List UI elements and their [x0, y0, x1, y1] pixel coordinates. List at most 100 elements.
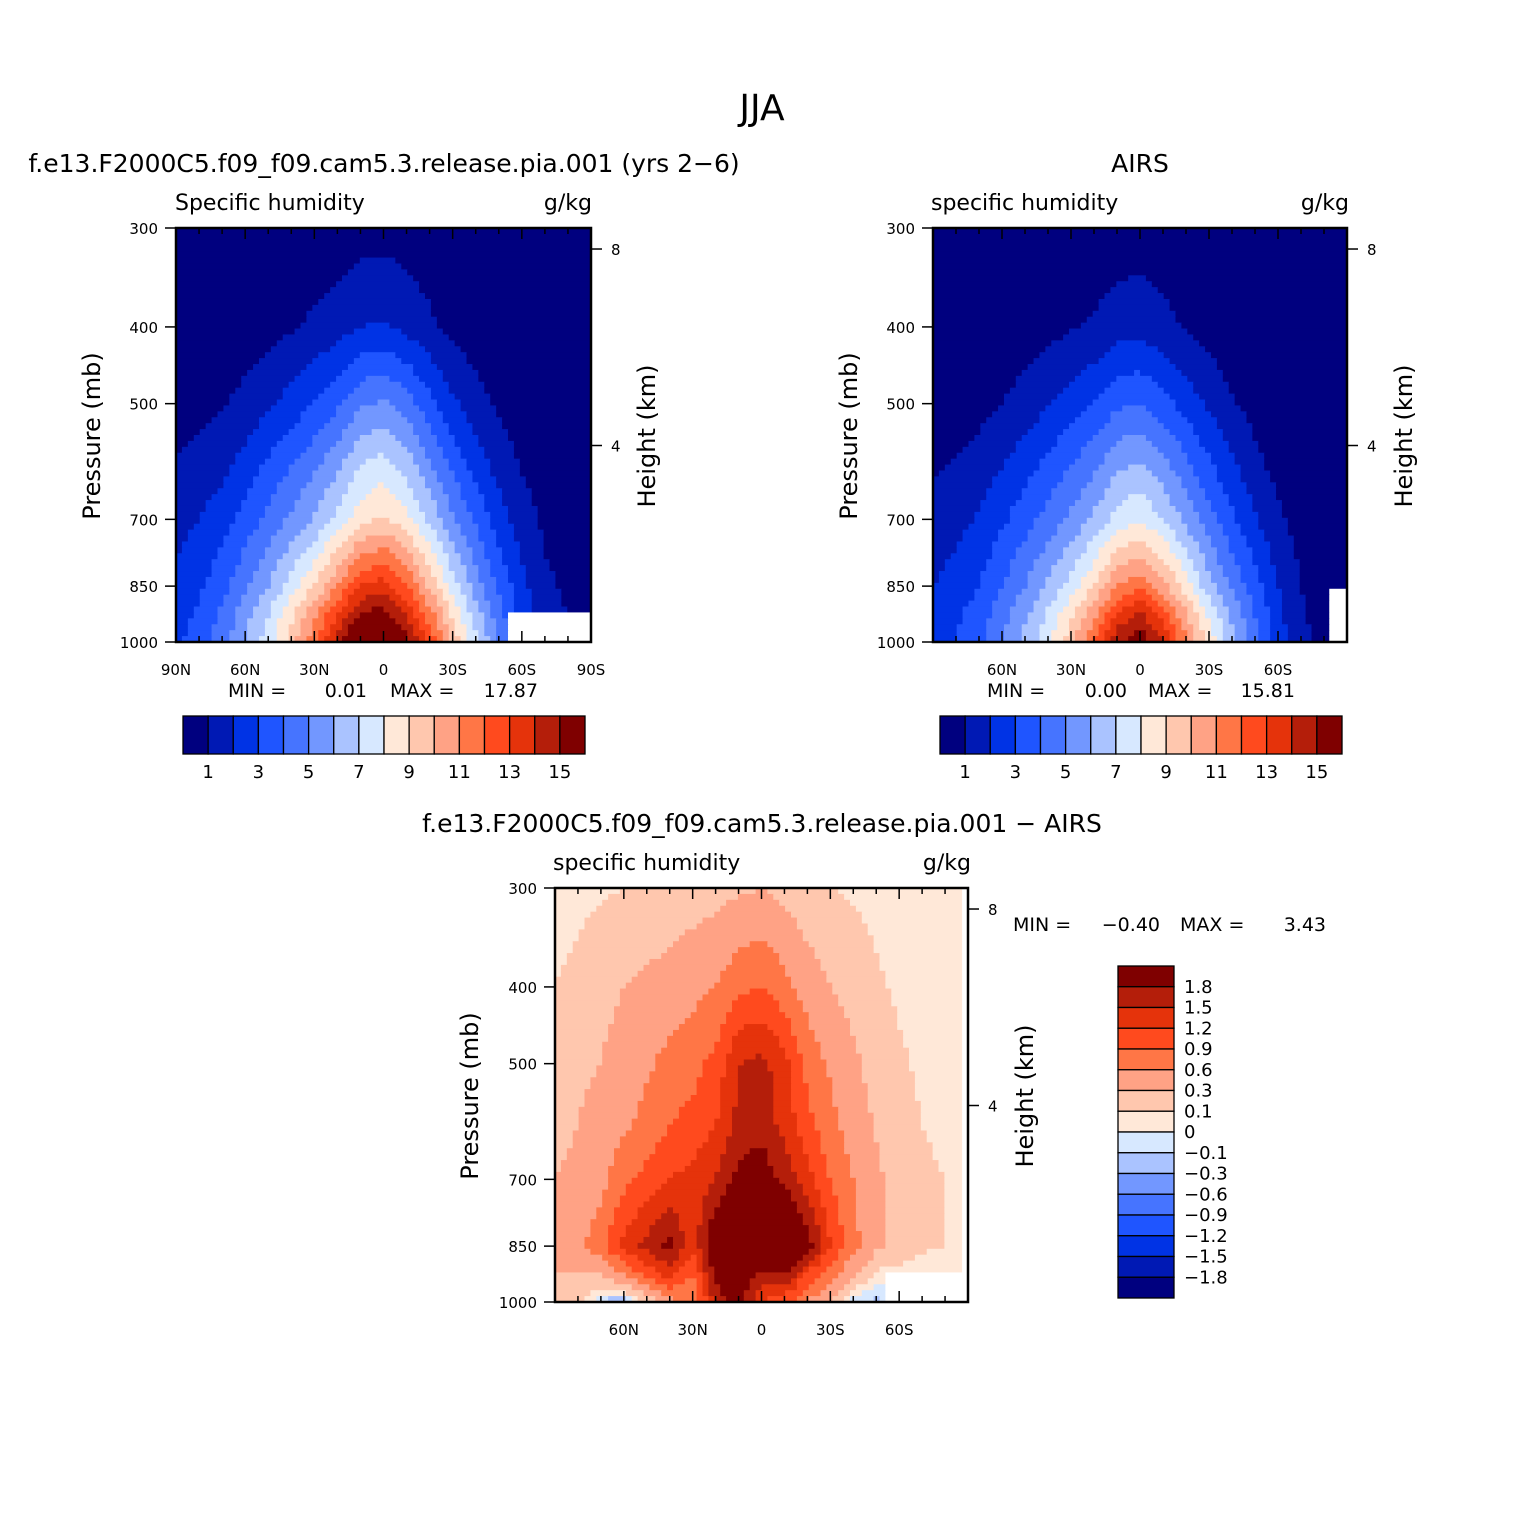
diff-contour-cell: [773, 1089, 792, 1096]
diff-contour-cell: [926, 1130, 963, 1137]
diff-contour-cell: [796, 1272, 804, 1279]
obs-contour-cell: [1116, 612, 1135, 619]
obs-contour-cell: [1329, 636, 1348, 643]
model-contour-cell: [235, 511, 266, 519]
diff-contour-cell: [696, 1154, 721, 1161]
model-contour-cell: [324, 618, 337, 625]
obs-contour-cell: [1181, 618, 1188, 625]
obs-colorbar-box: [1064, 715, 1092, 755]
obs-contour-cell: [1276, 488, 1348, 495]
diff-colorbar-box: [1117, 1172, 1175, 1195]
obs-contour-cell: [1145, 612, 1159, 619]
model-contour-cell: [419, 505, 438, 513]
obs-colorbar-box: [1265, 715, 1293, 755]
model-contour-cell: [300, 582, 313, 590]
diff-contour-cell: [555, 1272, 603, 1279]
diff-contour-cell: [796, 1284, 810, 1291]
obs-contour-cell: [992, 612, 1011, 619]
model-contour-cell: [419, 582, 426, 590]
diff-contour-cell: [773, 1100, 792, 1108]
obs-contour-cell: [1205, 565, 1224, 572]
model-contour-cell: [413, 393, 432, 401]
diff-contour-cell: [743, 1290, 757, 1297]
model-contour-cell: [490, 600, 503, 608]
diff-contour-cell: [903, 1041, 963, 1049]
model-contour-cell: [294, 535, 319, 543]
diff-contour-cell: [702, 1059, 727, 1067]
diff-contour-cell: [737, 1100, 774, 1108]
model-contour-cell: [448, 500, 468, 507]
model-contour-cell: [395, 464, 420, 472]
model-contour-cell: [448, 505, 468, 513]
model-contour-cell: [176, 263, 355, 270]
obs-contour-cell: [1193, 582, 1200, 590]
diff-contour-cell: [678, 1266, 698, 1274]
obs-contour-cell: [1299, 588, 1330, 596]
obs-contour-cell: [1080, 411, 1112, 418]
diff-contour-cell: [708, 1183, 727, 1191]
diff-contour-cell: [873, 941, 963, 948]
obs-contour-cell: [1145, 618, 1165, 625]
obs-contour-cell: [933, 375, 1017, 383]
obs-contour-cell: [1187, 571, 1200, 578]
diff-contour-cell: [708, 1219, 804, 1226]
model-contour-cell: [407, 547, 420, 554]
diff-contour-cell: [820, 1195, 839, 1203]
obs-contour-cell: [1063, 636, 1076, 643]
model-contour-cell: [442, 523, 462, 531]
model-contour-cell: [247, 369, 302, 377]
diff-contour-cell: [696, 1236, 709, 1244]
diff-contour-cell: [590, 1231, 609, 1238]
obs-contour-cell: [1051, 488, 1082, 495]
obs-contour-cell: [1222, 571, 1242, 578]
diff-contour-cell: [732, 953, 780, 960]
model-contour-cell: [347, 423, 414, 430]
model-contour-cell: [419, 435, 438, 442]
diff-contour-cell: [885, 976, 963, 984]
obs-contour-cell: [1045, 618, 1058, 625]
diff-contour-cell: [590, 1219, 615, 1226]
diff-contour-cell: [861, 1071, 916, 1078]
obs-contour-cell: [1098, 571, 1112, 578]
diff-contour-cell: [962, 1130, 969, 1137]
model-contour-cell: [270, 582, 284, 590]
obs-contour-cell: [1074, 458, 1106, 466]
model-contour-cell: [176, 257, 361, 265]
obs-contour-cell: [1228, 535, 1248, 543]
model-contour-cell: [555, 582, 592, 590]
obs-contour-cell: [1080, 369, 1135, 377]
obs-contour-cell: [1276, 482, 1348, 489]
model-contour-cell: [549, 565, 592, 572]
obs-contour-cell: [1205, 553, 1218, 560]
diff-contour-cell: [720, 1089, 739, 1096]
diff-contour-cell: [667, 1035, 721, 1043]
obs-contour-cell: [1098, 429, 1171, 436]
diff-contour-cell: [944, 1242, 963, 1250]
obs-contour-cell: [938, 470, 999, 477]
model-contour-cell: [176, 571, 213, 578]
diff-contour-cell: [962, 1041, 969, 1049]
diff-contour-cell: [702, 1272, 709, 1279]
model-contour-cell: [342, 494, 367, 501]
model-contour-cell: [211, 565, 236, 572]
diff-contour-cell: [767, 1148, 786, 1155]
model-contour-cell: [336, 630, 349, 637]
diff-contour-cell: [631, 1266, 656, 1274]
obs-contour-cell: [1110, 588, 1135, 596]
obs-contour-cell: [1045, 452, 1082, 460]
diff-contour-cell: [873, 1136, 928, 1143]
obs-contour-cell: [1033, 565, 1052, 572]
model-contour-cell: [342, 606, 355, 614]
diff-contour-cell: [702, 1254, 709, 1262]
diff-contour-cell: [844, 1266, 863, 1274]
diff-contour-cell: [891, 994, 963, 1001]
diff-contour-cell: [873, 1272, 886, 1279]
diff-contour-cell: [637, 1278, 656, 1285]
diff-contour-cell: [885, 1290, 969, 1297]
obs-contour-cell: [1216, 553, 1236, 560]
diff-contour-cell: [555, 1219, 591, 1226]
diff-contour-cell: [962, 893, 969, 901]
model-contour-cell: [389, 517, 414, 525]
diff-contour-cell: [773, 1095, 792, 1102]
diff-contour-cell: [619, 1254, 639, 1262]
